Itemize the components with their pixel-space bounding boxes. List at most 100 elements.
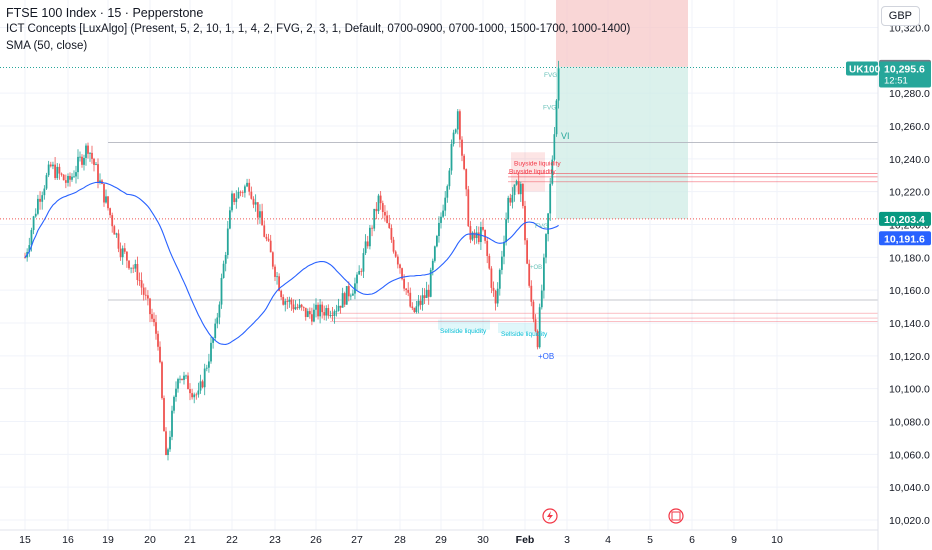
candle (290, 297, 293, 311)
currency-button[interactable]: GBP (880, 6, 920, 26)
candle-body (405, 288, 408, 290)
candle-body (421, 295, 424, 305)
candle-body (337, 305, 340, 311)
price-tick-label: 10,140.0 (889, 318, 930, 330)
candle (153, 312, 155, 327)
candle (315, 298, 317, 318)
candle (433, 245, 436, 263)
candle-body (212, 338, 214, 343)
candle-body (130, 267, 132, 269)
candle-body (244, 186, 246, 193)
candle (85, 143, 87, 166)
candle-body (473, 232, 476, 239)
candle-body (317, 304, 319, 317)
candle-body (205, 367, 208, 369)
candle (214, 318, 217, 341)
candle-body (239, 191, 242, 193)
candle (469, 220, 472, 244)
candle-body (271, 252, 274, 267)
candle (265, 233, 268, 242)
time-tick-label: 15 (19, 534, 31, 546)
candle-body (58, 166, 61, 174)
candle (167, 447, 169, 461)
candle-body (431, 260, 434, 270)
candle (191, 388, 193, 400)
candle-body (231, 193, 233, 211)
indicator-ict-concepts[interactable]: ICT Concepts [LuxAlgo] (Present, 5, 2, 1… (6, 23, 631, 35)
candle (394, 250, 397, 258)
candle-body (540, 290, 543, 308)
candle-body (85, 145, 87, 158)
candle (197, 382, 200, 398)
candle (409, 287, 412, 308)
fvg-label: FVG (535, 223, 548, 230)
sma-price-tag-bg (879, 231, 931, 246)
candle-body (488, 256, 491, 269)
candle-body (469, 226, 472, 240)
candle (136, 256, 139, 286)
candle-body (128, 260, 130, 269)
candle-body (193, 394, 196, 398)
candle (165, 427, 167, 456)
lightning-icon-bolt (547, 511, 553, 521)
candle-body (471, 232, 474, 240)
candle-body (442, 210, 444, 217)
chart-title[interactable]: FTSE 100 Index · 15 · Pepperstone (6, 6, 204, 20)
candle-body (73, 176, 75, 178)
candle-body (313, 309, 315, 322)
indicator-sma[interactable]: SMA (50, close) (6, 40, 88, 52)
candle-body (304, 307, 307, 317)
bar-countdown: 12:51 (884, 76, 908, 87)
candle (377, 193, 380, 214)
candle (189, 383, 191, 401)
candle (193, 392, 196, 404)
candle-body (45, 175, 48, 189)
candle-body (513, 184, 516, 195)
candle (103, 183, 105, 207)
candle (24, 252, 26, 259)
candle-body (501, 256, 503, 270)
candle-body (81, 156, 83, 165)
time-tick-label: 20 (144, 534, 156, 546)
candle-body (396, 256, 399, 265)
candle-body (401, 268, 403, 280)
candle-body (377, 195, 380, 212)
candle-body (498, 269, 501, 289)
candle-body (161, 362, 163, 399)
price-tick-label: 10,120.0 (889, 351, 930, 363)
candle (107, 195, 109, 211)
candle-body (494, 290, 497, 304)
candle (436, 234, 438, 248)
candle-body (91, 152, 93, 159)
candle (553, 127, 556, 162)
candle-body (321, 304, 324, 313)
price-axis[interactable]: 10,020.0 10,040.0 10,060.0 10,080.0 10,100.0… (877, 0, 930, 550)
candle-body (199, 381, 202, 391)
candle-body (364, 241, 367, 254)
candle-body (197, 390, 200, 395)
candle-body (392, 239, 395, 252)
candle (144, 287, 147, 300)
candle (43, 185, 46, 200)
candle (421, 287, 424, 311)
candle-body (62, 174, 65, 181)
time-axis[interactable]: 15 16 19 20 21 22 23 26 27 28 29 30 Feb 3 4 5 6 9 10 (0, 508, 878, 546)
candle (356, 272, 358, 291)
candle-body (123, 248, 126, 252)
candle-body (415, 306, 418, 312)
candle-body (177, 379, 179, 389)
time-tick-label: 27 (351, 534, 363, 546)
candle-body (195, 394, 198, 396)
entry-price-tag-bg (879, 211, 931, 226)
price-tick-label: 10,060.0 (889, 449, 930, 461)
candle (347, 281, 350, 302)
candle-body (323, 312, 326, 316)
candle-body (503, 242, 505, 257)
candle (64, 174, 67, 189)
time-tick-label: 28 (394, 534, 406, 546)
candle (526, 237, 528, 265)
candle (239, 190, 242, 197)
candle-body (220, 277, 223, 305)
candle-body (536, 331, 539, 348)
